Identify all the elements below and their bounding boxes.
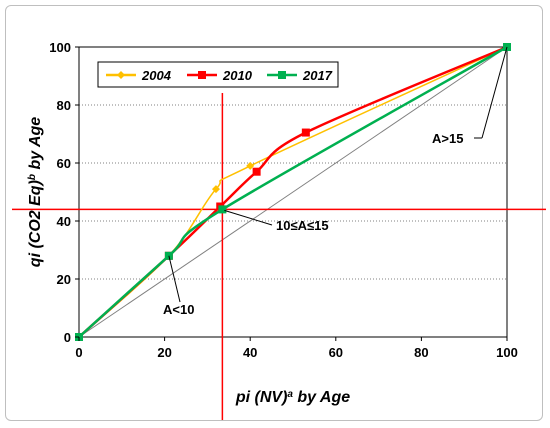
data-point-marker	[164, 251, 173, 260]
x-tick-label: 60	[329, 345, 343, 360]
data-point-marker	[246, 161, 255, 170]
x-axis-title: pi (NV)a by Age	[235, 389, 350, 407]
legend-label: 2010	[222, 68, 253, 83]
grid	[79, 104, 507, 280]
reference-lines	[12, 46, 546, 420]
y-tick-label: 100	[49, 40, 71, 55]
data-point-marker	[252, 167, 261, 176]
data-point-marker	[218, 205, 227, 214]
y-axis-title: qi (CO2 Eq)b by Age	[27, 117, 45, 268]
legend-label: 2004	[141, 68, 172, 83]
x-tick-label: 100	[496, 345, 518, 360]
data-point-marker	[278, 71, 286, 79]
annotation-label: A<10	[163, 302, 194, 317]
legend-box	[97, 61, 339, 88]
annotation-label: A>15	[432, 131, 463, 146]
series-line	[78, 45, 508, 338]
annotation-leader	[481, 46, 508, 139]
y-tick-label: 0	[64, 330, 71, 345]
annotation-label: 10≤A≤15	[276, 218, 329, 233]
x-tick-label: 20	[157, 345, 171, 360]
x-tick-label: 40	[243, 345, 257, 360]
legend: 2004 2010 2017	[97, 61, 339, 88]
chart-frame	[5, 5, 543, 421]
legend-entry-2010: 2010	[187, 68, 253, 83]
data-point-marker	[211, 185, 220, 194]
data-point-marker	[198, 71, 206, 79]
legend-entry-2017: 2017	[267, 68, 333, 83]
data-point-marker	[117, 71, 125, 79]
annotations: A<10 10≤A≤15 A>15	[163, 46, 508, 317]
tick-labels: 0 20 40 60 80 100 0 20 40 60 80 100	[49, 40, 518, 360]
data-point-marker	[301, 128, 310, 137]
x-tick-label: 0	[75, 345, 82, 360]
y-tick-label: 80	[57, 98, 71, 113]
plot-area	[78, 46, 508, 338]
annotation-leader	[224, 209, 273, 226]
y-tick-label: 60	[57, 156, 71, 171]
legend-label: 2017	[302, 68, 333, 83]
x-tick-label: 80	[414, 345, 428, 360]
legend-entry-2004: 2004	[106, 68, 172, 83]
y-tick-label: 20	[57, 272, 71, 287]
equality-diagonal	[78, 46, 508, 338]
annotation-leader	[168, 255, 181, 303]
y-tick-label: 40	[57, 214, 71, 229]
